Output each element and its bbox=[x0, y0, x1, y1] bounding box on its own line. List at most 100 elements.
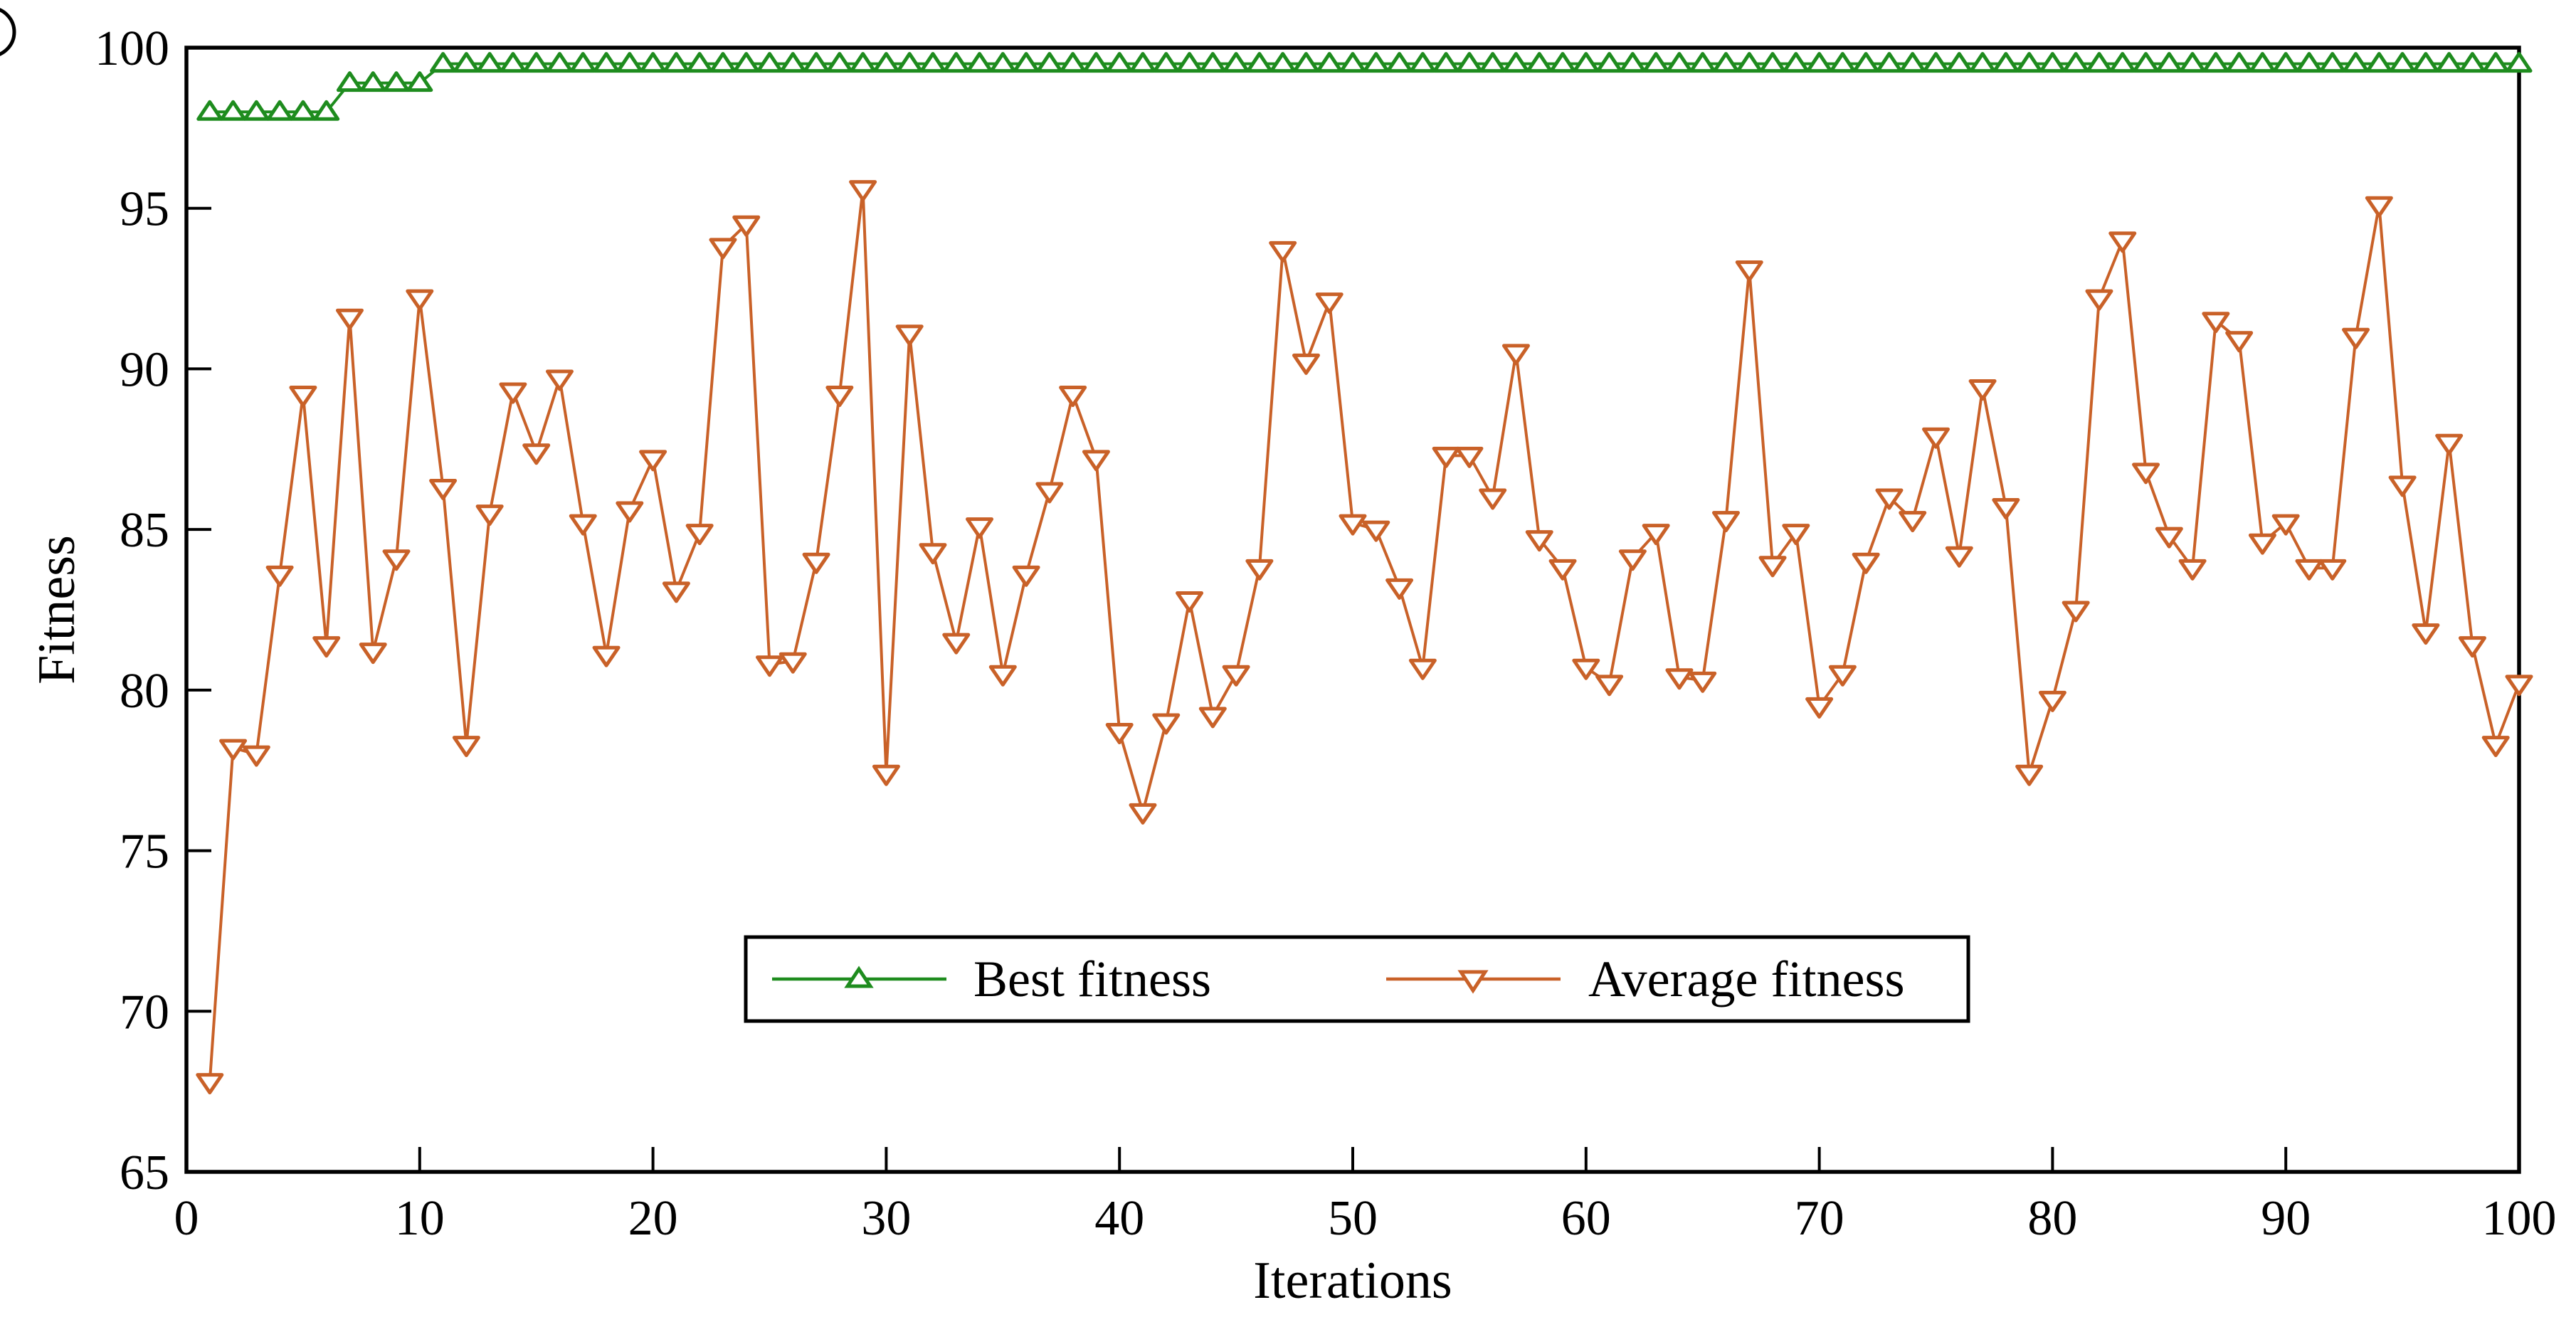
average-fitness-marker bbox=[1129, 803, 1157, 825]
best-fitness-marker bbox=[1060, 52, 1087, 73]
best-fitness-marker bbox=[1386, 52, 1413, 73]
x-tick-label: 30 bbox=[861, 1191, 911, 1246]
best-fitness-marker bbox=[826, 52, 853, 73]
best-fitness-marker bbox=[1223, 52, 1250, 73]
best-fitness-marker bbox=[2482, 52, 2509, 73]
average-fitness-marker bbox=[919, 543, 947, 565]
best-fitness-marker bbox=[1479, 52, 1506, 73]
average-fitness-marker bbox=[1992, 498, 2020, 520]
best-fitness-marker bbox=[2365, 52, 2392, 73]
best-fitness-marker bbox=[243, 100, 270, 121]
best-fitness-marker bbox=[406, 71, 433, 92]
best-fitness-marker bbox=[686, 52, 713, 73]
best-fitness-marker bbox=[1923, 52, 1949, 73]
best-fitness-marker bbox=[779, 52, 806, 73]
average-fitness-line bbox=[208, 187, 2520, 1082]
average-fitness-marker bbox=[2248, 533, 2276, 555]
best-fitness-marker bbox=[1292, 52, 1319, 73]
best-fitness-marker bbox=[1573, 52, 1600, 73]
best-fitness-marker bbox=[1876, 52, 1903, 73]
average-fitness-marker bbox=[1665, 668, 1694, 690]
average-fitness-marker bbox=[1595, 675, 1624, 697]
best-fitness-marker bbox=[2436, 52, 2463, 73]
x-axis-title: Iterations bbox=[1253, 1252, 1452, 1310]
best-fitness-marker bbox=[803, 52, 830, 73]
best-fitness-marker bbox=[1339, 52, 1366, 73]
average-fitness-marker bbox=[545, 369, 574, 391]
best-fitness-marker bbox=[1712, 52, 1739, 73]
average-fitness-marker bbox=[499, 382, 527, 404]
best-fitness-marker bbox=[2155, 52, 2182, 73]
average-fitness-marker bbox=[1642, 524, 1670, 546]
best-fitness-marker bbox=[1246, 52, 1273, 73]
average-fitness-marker bbox=[2271, 514, 2300, 536]
average-fitness-marker bbox=[2015, 764, 2044, 786]
average-fitness-marker bbox=[1408, 658, 1437, 680]
best-fitness-marker bbox=[919, 52, 946, 73]
best-fitness-marker bbox=[1409, 52, 1436, 73]
y-tick-label: 100 bbox=[95, 21, 169, 76]
x-tick-label: 40 bbox=[1094, 1191, 1144, 1246]
best-fitness-marker bbox=[1199, 52, 1226, 73]
best-fitness-marker bbox=[709, 52, 737, 73]
y-tick-label: 65 bbox=[120, 1146, 169, 1200]
average-fitness-marker bbox=[2108, 231, 2137, 253]
best-fitness-marker bbox=[943, 52, 970, 73]
best-fitness-marker bbox=[523, 52, 550, 73]
best-fitness-marker bbox=[1082, 52, 1109, 73]
best-fitness-marker bbox=[2226, 52, 2253, 73]
average-fitness-marker bbox=[942, 633, 971, 655]
average-fitness-marker bbox=[1805, 697, 1834, 719]
average-fitness-marker bbox=[1828, 665, 1857, 687]
best-fitness-marker bbox=[2202, 52, 2229, 73]
average-fitness-marker bbox=[1968, 379, 1997, 401]
average-fitness-marker bbox=[616, 501, 644, 523]
average-fitness-marker bbox=[2225, 331, 2254, 353]
average-fitness-marker bbox=[1455, 446, 1484, 468]
average-fitness-marker bbox=[1618, 549, 1647, 571]
best-fitness-marker bbox=[1106, 52, 1133, 73]
best-fitness-marker bbox=[1992, 52, 2020, 73]
best-fitness-marker bbox=[1153, 52, 1180, 73]
average-fitness-marker bbox=[849, 180, 877, 202]
average-fitness-marker bbox=[2481, 736, 2510, 758]
average-fitness-marker bbox=[2458, 636, 2486, 658]
average-fitness-marker bbox=[1735, 260, 1763, 282]
best-fitness-marker bbox=[476, 52, 503, 73]
best-fitness-marker bbox=[1852, 52, 1879, 73]
average-fitness-marker bbox=[2365, 196, 2393, 218]
average-fitness-marker bbox=[1782, 524, 1810, 546]
average-fitness-marker bbox=[1479, 488, 1507, 510]
average-fitness-marker bbox=[1525, 530, 1553, 552]
best-fitness-marker bbox=[1759, 52, 1786, 73]
best-fitness-marker bbox=[2016, 52, 2043, 73]
average-fitness-marker bbox=[1432, 446, 1460, 468]
best-fitness-marker bbox=[989, 52, 1016, 73]
best-fitness-marker bbox=[196, 100, 223, 121]
best-fitness-marker bbox=[1666, 52, 1693, 73]
average-fitness-marker bbox=[1875, 488, 1904, 510]
average-fitness-marker bbox=[2085, 289, 2113, 311]
average-fitness-marker bbox=[1315, 292, 1344, 314]
y-tick-label: 90 bbox=[120, 342, 169, 397]
best-fitness-marker bbox=[2133, 52, 2160, 73]
best-fitness-marker bbox=[1806, 52, 1833, 73]
best-fitness-marker bbox=[1899, 52, 1926, 73]
average-fitness-marker bbox=[1059, 386, 1087, 408]
average-fitness-marker bbox=[452, 736, 480, 758]
best-fitness-marker bbox=[2296, 52, 2323, 73]
average-fitness-marker bbox=[1922, 427, 1950, 449]
average-fitness-marker bbox=[778, 652, 807, 674]
y-tick-label: 95 bbox=[120, 182, 169, 237]
best-fitness-marker bbox=[1502, 52, 1529, 73]
best-fitness-marker bbox=[1619, 52, 1646, 73]
triangle-down-icon bbox=[1457, 970, 1489, 994]
average-fitness-marker bbox=[1339, 514, 1367, 536]
average-fitness-marker bbox=[2342, 327, 2370, 349]
average-fitness-marker bbox=[2435, 433, 2464, 455]
average-fitness-marker bbox=[1269, 240, 1297, 263]
best-fitness-marker bbox=[1363, 52, 1390, 73]
triangle-up-icon bbox=[844, 966, 874, 988]
